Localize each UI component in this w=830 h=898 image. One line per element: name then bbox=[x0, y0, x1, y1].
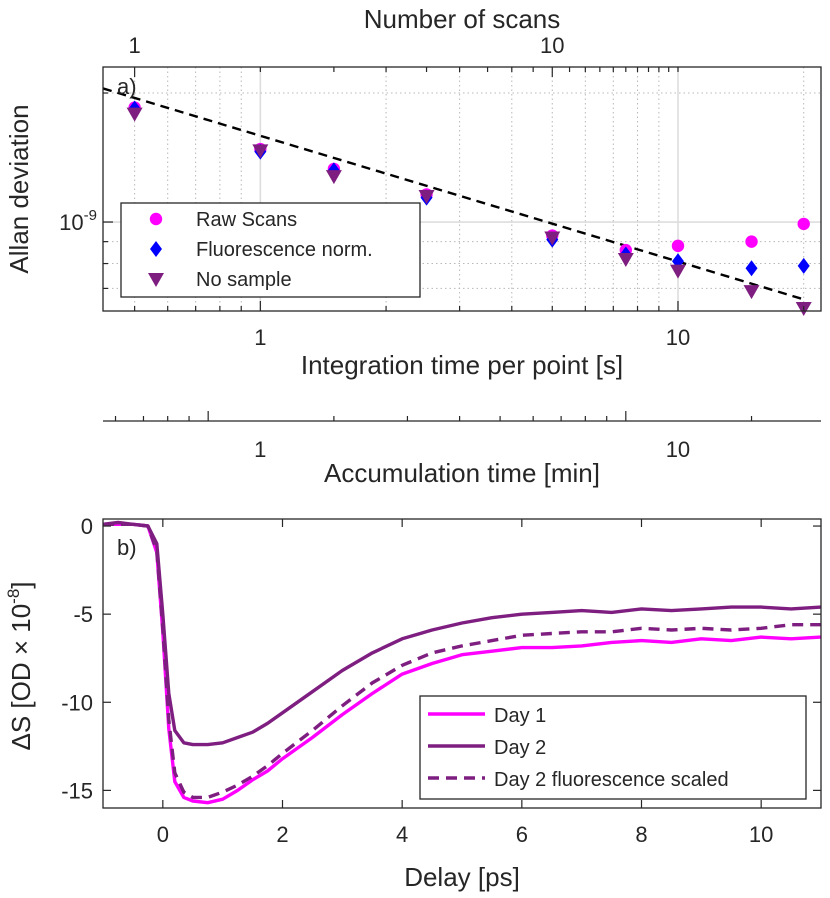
no-sample-point bbox=[617, 252, 634, 267]
day-2-fluorescence-scaled-line bbox=[103, 522, 821, 800]
x-tick-label: 1 bbox=[254, 325, 266, 350]
panel-b-plot: 0 2 4 6 8 10 0 -5 -10 -15 b) Day 1 Day 2 Day 2 fluore… bbox=[61, 514, 822, 847]
panel-b-legend: Day 1 Day 2 Day 2 fluorescence scaled bbox=[419, 695, 807, 800]
legend-label: No sample bbox=[196, 269, 292, 291]
panel-b-ylabel-close: ] bbox=[6, 581, 36, 588]
legend-label: Fluorescence norm. bbox=[196, 239, 373, 261]
y-tick-label: -15 bbox=[61, 778, 93, 803]
legend-label: Day 1 bbox=[494, 705, 546, 727]
top-tick-label: 1 bbox=[128, 33, 140, 58]
legend-marker-triangle bbox=[148, 273, 164, 287]
no-sample-point bbox=[743, 285, 760, 300]
x-tick-label: 6 bbox=[516, 822, 528, 847]
panel-b-label: b) bbox=[117, 535, 137, 560]
panel-a-top-axis-title: Number of scans bbox=[364, 4, 561, 34]
panel-b-ylabel: ΔS [OD × 10-8] bbox=[4, 581, 36, 750]
panel-b-xlabel: Delay [ps] bbox=[404, 862, 520, 892]
x-tick-label: 0 bbox=[157, 822, 169, 847]
accumulation-tick-label: 1 bbox=[254, 437, 266, 462]
panel-a-second-axis-title: Accumulation time [min] bbox=[324, 458, 600, 488]
panel-b-axes-box bbox=[102, 518, 822, 809]
y-tick-label: 0 bbox=[81, 514, 93, 539]
panel-a-xlabel: Integration time per point [s] bbox=[301, 350, 623, 380]
legend-label: Day 2 bbox=[494, 737, 546, 759]
legend-label: Day 2 fluorescence scaled bbox=[494, 769, 729, 791]
accumulation-tick-label: 10 bbox=[666, 437, 690, 462]
x-tick-label: 2 bbox=[276, 822, 288, 847]
fluorescence-norm-point bbox=[745, 260, 758, 277]
no-sample-point bbox=[126, 107, 143, 122]
fit-line bbox=[102, 87, 805, 301]
panel-a-label: a) bbox=[117, 74, 137, 99]
no-sample-point bbox=[252, 144, 269, 159]
legend-marker-circle bbox=[149, 212, 163, 226]
x-tick-label: 10 bbox=[666, 325, 690, 350]
no-sample-point bbox=[418, 190, 435, 205]
no-sample-point bbox=[544, 231, 561, 246]
day-2-line bbox=[102, 520, 822, 747]
y-tick-label: -5 bbox=[73, 602, 93, 627]
legend-label: Raw Scans bbox=[196, 209, 297, 231]
legend-marker-diamond bbox=[150, 241, 162, 257]
raw-scans-point bbox=[671, 239, 685, 253]
raw-scans-point bbox=[745, 235, 758, 248]
y-tick-exponent: -9 bbox=[84, 207, 97, 224]
panel-a-ylabel: Allan deviation bbox=[4, 104, 34, 273]
no-sample-point bbox=[325, 170, 342, 185]
x-tick-label: 8 bbox=[635, 822, 647, 847]
panel-b-ylabel-exp: -8 bbox=[4, 589, 23, 604]
top-tick-label: 10 bbox=[540, 33, 564, 58]
panel-a-legend: Raw Scans Fluorescence norm. No sample bbox=[120, 202, 421, 298]
y-tick-label: -10 bbox=[61, 690, 93, 715]
panel-a-accumulation-axis: 1 10 bbox=[103, 411, 821, 462]
raw-scans-point bbox=[797, 217, 810, 231]
no-sample-point bbox=[669, 264, 686, 279]
legend-box bbox=[120, 202, 421, 298]
x-tick-label: 4 bbox=[396, 822, 408, 847]
panel-a-axes-box bbox=[102, 66, 822, 312]
y-tick-base: 10 bbox=[59, 210, 83, 235]
panel-b-ylabel-main: ΔS [OD × 10 bbox=[6, 604, 36, 751]
fluorescence-norm-point bbox=[797, 257, 810, 274]
y-tick-label: 10-9 bbox=[59, 207, 97, 235]
x-tick-label: 10 bbox=[749, 822, 773, 847]
